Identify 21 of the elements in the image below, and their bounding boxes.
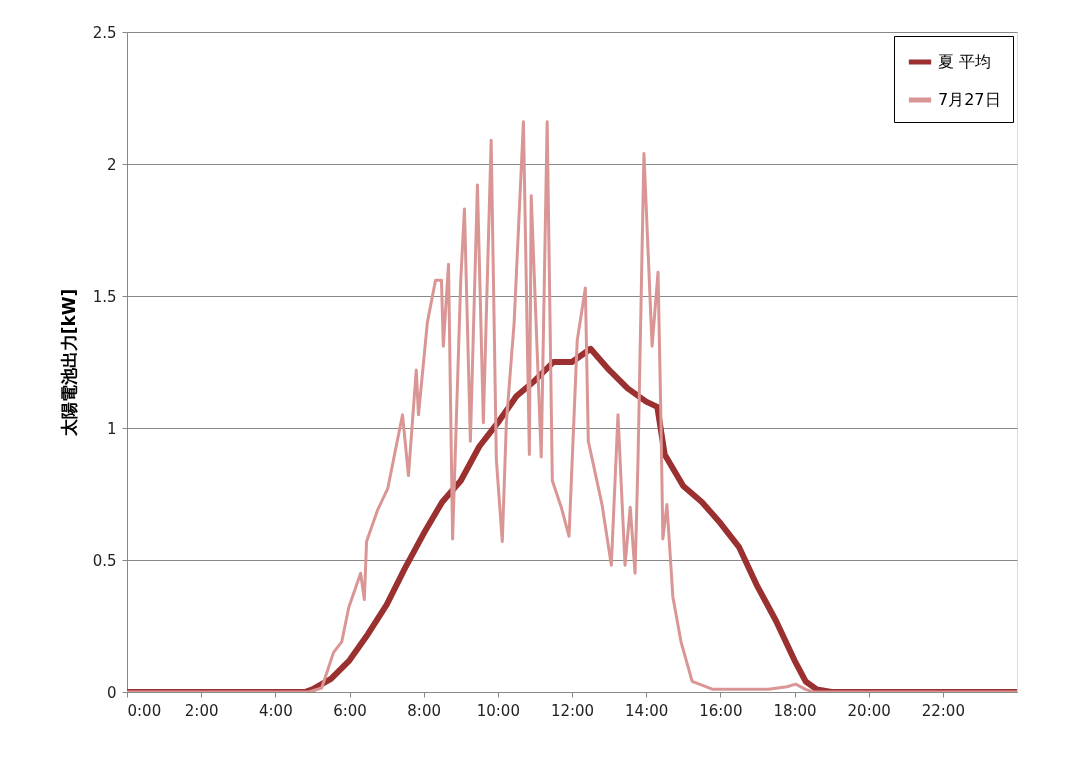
x-tick-label: 2:00 (184, 701, 219, 720)
x-tick-label: 16:00 (699, 701, 743, 720)
legend-label: 夏 平均 (938, 52, 992, 71)
y-tick-label: 1.5 (92, 287, 117, 306)
y-tick-label: 1 (106, 419, 117, 438)
x-tick-label: 4:00 (258, 701, 293, 720)
legend-label: 7月27日 (938, 90, 1001, 109)
x-tick-label: 22:00 (921, 701, 965, 720)
x-tick-label: 10:00 (476, 701, 520, 720)
y-axis-title: 太陽電池出力[kW] (58, 288, 79, 438)
y-tick-label: 2.5 (92, 23, 117, 42)
y-tick-label: 2 (106, 155, 117, 174)
x-tick-label: 12:00 (550, 701, 595, 720)
x-tick-label: 18:00 (773, 701, 817, 720)
x-tick-label: 14:00 (625, 701, 669, 720)
x-tick-label: 6:00 (333, 701, 367, 720)
x-tick-label: 8:00 (407, 701, 442, 720)
y-tick-label: 0.5 (92, 551, 117, 570)
y-tick-label: 0 (106, 683, 117, 702)
x-tick-label: 20:00 (847, 701, 891, 720)
x-tick-label: 0:00 (127, 701, 162, 720)
